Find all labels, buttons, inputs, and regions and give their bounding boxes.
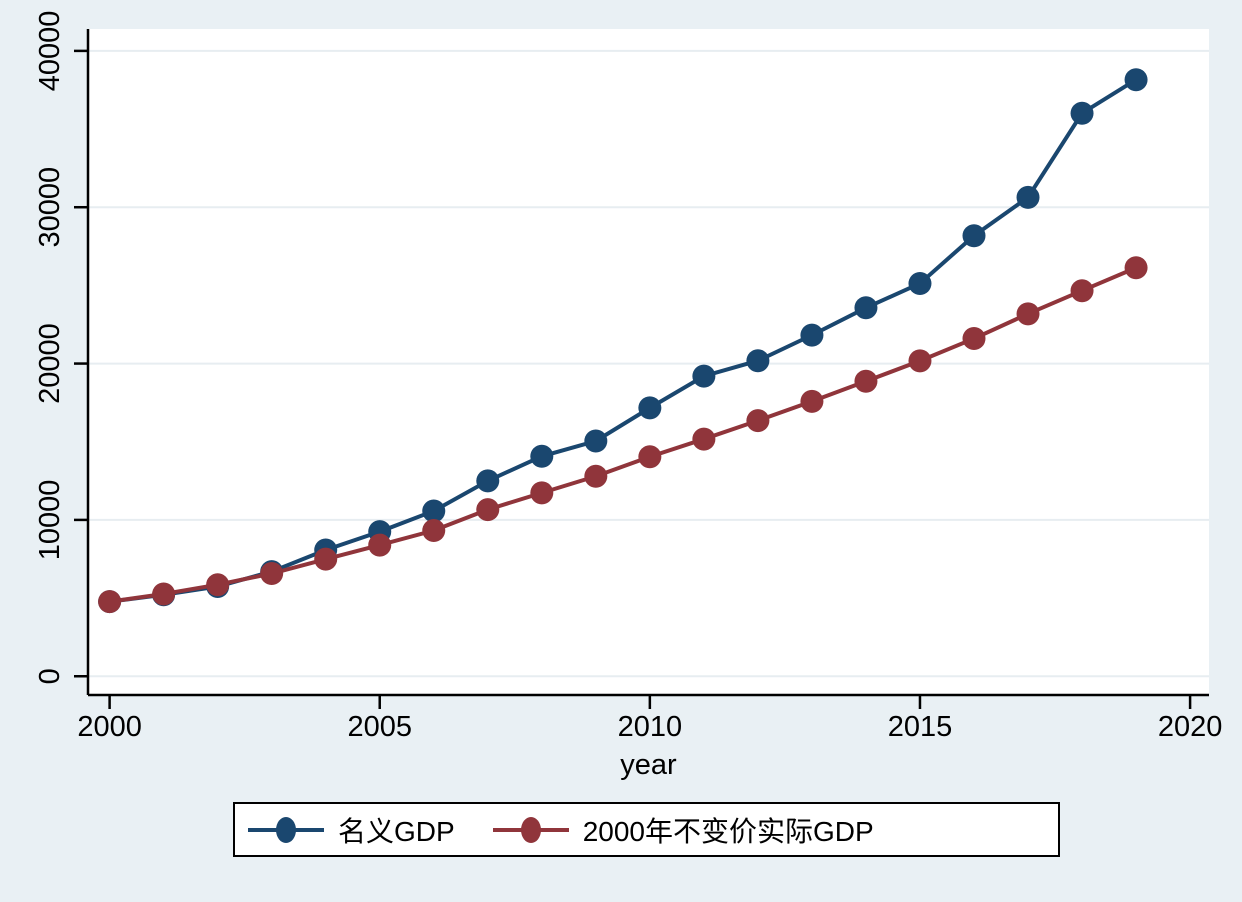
data-point-series-1 bbox=[908, 349, 932, 373]
data-point-series-0 bbox=[476, 469, 500, 493]
x-tick-label: 2010 bbox=[618, 711, 683, 743]
data-point-series-1 bbox=[314, 547, 338, 571]
data-point-series-1 bbox=[260, 562, 284, 586]
data-point-series-0 bbox=[800, 323, 824, 347]
data-point-series-1 bbox=[854, 369, 878, 393]
legend-label-nominal-gdp: 名义GDP bbox=[338, 815, 455, 847]
data-point-series-0 bbox=[422, 499, 446, 523]
y-tick-label: 30000 bbox=[34, 167, 66, 248]
data-point-series-0 bbox=[584, 429, 608, 453]
x-tick-label: 2005 bbox=[347, 711, 412, 743]
data-point-series-0 bbox=[1124, 68, 1148, 92]
x-axis-title: year bbox=[620, 749, 677, 781]
data-point-series-1 bbox=[584, 464, 608, 488]
data-point-series-1 bbox=[152, 582, 176, 606]
data-point-series-1 bbox=[1124, 256, 1148, 280]
data-point-series-0 bbox=[1016, 185, 1040, 209]
x-tick-label: 2015 bbox=[888, 711, 953, 743]
data-point-series-1 bbox=[368, 533, 392, 557]
y-tick-label: 40000 bbox=[34, 11, 66, 92]
data-point-series-1 bbox=[530, 481, 554, 505]
y-tick-label: 20000 bbox=[34, 323, 66, 404]
data-point-series-0 bbox=[854, 296, 878, 320]
legend-label-real-gdp: 2000年不变价实际GDP bbox=[582, 815, 874, 847]
data-point-series-0 bbox=[908, 271, 932, 295]
data-point-series-1 bbox=[422, 519, 446, 543]
data-point-series-1 bbox=[98, 590, 122, 614]
data-point-series-1 bbox=[476, 498, 500, 522]
legend-sample-marker-1 bbox=[520, 816, 541, 843]
data-point-series-1 bbox=[692, 427, 716, 451]
data-point-series-0 bbox=[638, 396, 662, 420]
data-point-series-0 bbox=[692, 364, 716, 388]
legend: 名义GDP 2000年不变价实际GDP bbox=[233, 802, 1060, 857]
data-point-series-0 bbox=[962, 224, 986, 248]
data-point-series-0 bbox=[746, 349, 770, 373]
data-point-series-1 bbox=[962, 327, 986, 351]
y-tick-label: 10000 bbox=[34, 480, 66, 561]
data-point-series-1 bbox=[638, 445, 662, 469]
plot-area bbox=[88, 29, 1209, 695]
legend-entry-real-gdp: 2000年不变价实际GDP bbox=[491, 810, 874, 850]
data-point-series-1 bbox=[206, 573, 230, 597]
x-tick-label: 2020 bbox=[1158, 711, 1223, 743]
data-point-series-1 bbox=[1070, 279, 1094, 303]
legend-sample-marker-0 bbox=[276, 816, 296, 843]
legend-line-marker-sample bbox=[492, 816, 569, 843]
y-tick-label: 0 bbox=[34, 668, 66, 684]
data-point-series-1 bbox=[746, 409, 770, 433]
legend-line-marker-sample bbox=[248, 816, 324, 843]
data-point-series-1 bbox=[800, 389, 824, 413]
x-tick-label: 2000 bbox=[77, 711, 142, 743]
legend-entry-nominal-gdp: 名义GDP bbox=[246, 810, 455, 850]
data-point-series-1 bbox=[1016, 302, 1040, 326]
data-point-series-0 bbox=[1070, 101, 1094, 125]
data-point-series-0 bbox=[530, 444, 554, 468]
